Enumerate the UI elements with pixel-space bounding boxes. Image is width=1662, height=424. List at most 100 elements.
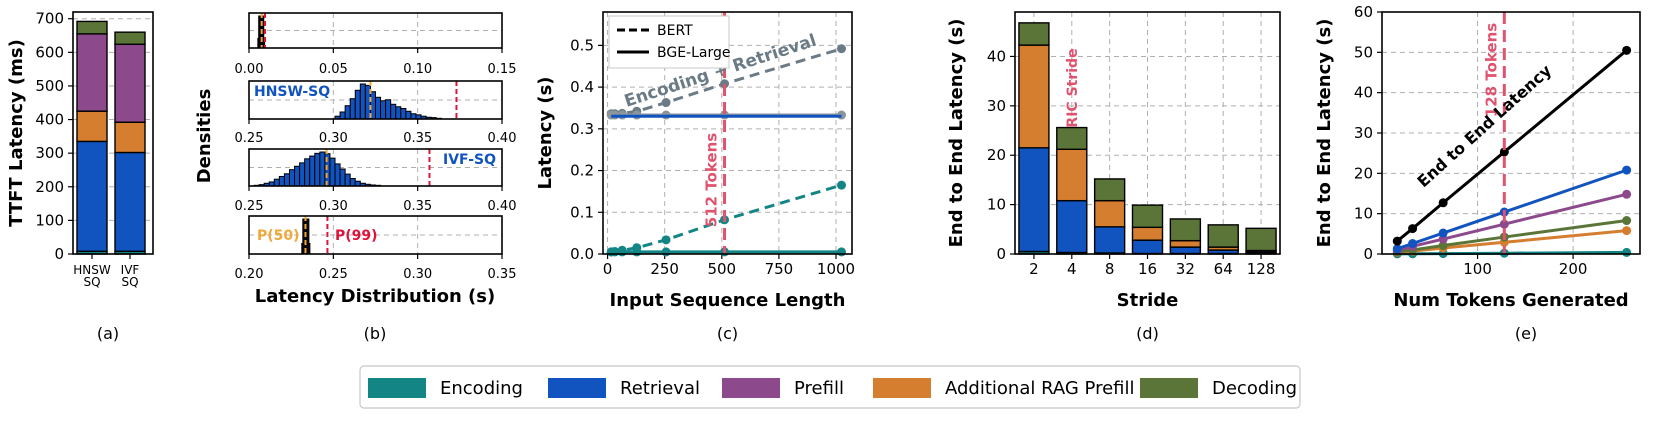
caption-d: (d) xyxy=(1136,324,1159,343)
tick-label-y: 0 xyxy=(54,245,64,263)
bar-stride-32-retrieval xyxy=(1169,246,1202,255)
bar-hnsw-sq-decoding xyxy=(76,20,108,35)
legend-label-bge-large: BGE-Large xyxy=(657,45,731,61)
tick-label-y: 0.3 xyxy=(570,120,594,138)
tick-label-y: 200 xyxy=(35,178,64,196)
tick-label-x: 0.25 xyxy=(319,267,348,282)
tick-label-y: 700 xyxy=(35,10,64,28)
legend-label-encoding: Encoding xyxy=(440,378,523,399)
tick-label-x: 0.00 xyxy=(235,62,264,77)
tick-label-x: 0.25 xyxy=(235,199,264,214)
hist-bar-3 xyxy=(278,175,285,187)
hist-bar-3 xyxy=(349,178,356,187)
legend-swatch-prefill xyxy=(722,378,780,398)
tick-label-y: 300 xyxy=(35,144,64,162)
hist-frame-2 xyxy=(248,80,503,120)
bar-stride-64-decoding xyxy=(1207,224,1239,248)
plot-frame-e xyxy=(1381,11,1641,255)
point-additional-rag-prefill xyxy=(1622,226,1632,236)
bar-stride-4-decoding xyxy=(1056,126,1088,150)
point-end-to-end xyxy=(1499,147,1509,157)
tick-label-y: 60 xyxy=(1354,3,1373,21)
tick-label-x: 4 xyxy=(1067,260,1077,278)
bar-ivf-sq-retrieval xyxy=(114,151,146,253)
caption-c: (c) xyxy=(717,324,738,343)
bar-stride-4-additional-rag-prefill xyxy=(1056,148,1088,202)
bar-hnsw-sq-additional-rag-prefill xyxy=(76,110,108,143)
tick-label-x: 0.35 xyxy=(488,267,517,282)
x-axis-label-d: Stride xyxy=(1117,290,1179,311)
tick-label-x: 0.10 xyxy=(403,62,432,77)
legend-swatch-encoding xyxy=(368,378,426,398)
tick-label-x: 16 xyxy=(1138,260,1157,278)
hist-bar-3 xyxy=(294,165,301,187)
y-axis-label-a: TTFT Latency (ms) xyxy=(6,39,27,227)
tick-label-y: 0.1 xyxy=(570,203,594,221)
legend-label-additional-rag-prefill: Additional RAG Prefill xyxy=(945,378,1134,399)
bar-stride-2-decoding xyxy=(1018,22,1050,46)
vline-label-512: 512 Tokens xyxy=(703,133,721,228)
y-axis-label-b: Densities xyxy=(194,89,215,184)
point-bert-encoding-retrieval xyxy=(661,98,671,108)
vline-label-128: 128 Tokens xyxy=(1482,23,1500,118)
hist-bar-3 xyxy=(309,155,316,187)
tick-label-x: 0.30 xyxy=(319,199,348,214)
plot-frame-d xyxy=(1014,11,1281,255)
tick-label-y: 40 xyxy=(987,47,1006,65)
bar-stride-8-retrieval xyxy=(1093,226,1126,254)
panel-b: 0.00 0.05 0.10 0.15 0.25 0.30 0.35 0.40 HNSW-SQ 0… xyxy=(194,12,517,343)
tick-label-y: 50 xyxy=(1354,43,1373,61)
hist-bar-3 xyxy=(304,158,311,187)
tick-label-x: 500 xyxy=(707,260,736,278)
hist-bar-2 xyxy=(385,99,392,120)
tick-label-y: 500 xyxy=(35,77,64,95)
series-end-to-end xyxy=(1396,49,1628,243)
tick-label-x: 0.30 xyxy=(403,267,432,282)
hist-bar-3 xyxy=(344,173,351,187)
legend-label-prefill: Prefill xyxy=(794,378,844,399)
point-decoding xyxy=(1622,216,1632,226)
bar-stride-16-decoding xyxy=(1131,204,1164,229)
bar-hnsw-sq-prefill xyxy=(76,33,108,112)
tick-label-x: 0.35 xyxy=(403,131,432,146)
tick-label-x: 1000 xyxy=(817,260,855,278)
point-retrieval xyxy=(1438,228,1448,238)
hist-bar-3 xyxy=(314,152,321,187)
hist-frame-1 xyxy=(248,12,503,49)
bar-ivf-sq-additional-rag-prefill xyxy=(114,121,146,154)
tick-label-x: 0 xyxy=(603,260,613,278)
category-label: SQ xyxy=(83,275,100,289)
tick-label-x: 0.25 xyxy=(235,131,264,146)
hist-bar-2 xyxy=(359,83,366,120)
point-bge-large-encoding xyxy=(836,247,846,257)
tick-label-y: 400 xyxy=(35,111,64,129)
plot-frame-a xyxy=(72,11,154,255)
bar-ivf-sq-decoding xyxy=(114,31,146,45)
caption-b: (b) xyxy=(364,324,387,343)
point-end-to-end xyxy=(1392,236,1402,246)
category-label: HNSW xyxy=(73,263,111,277)
point-encoding xyxy=(1622,247,1632,257)
bar-stride-4-retrieval xyxy=(1056,199,1088,254)
point-prefill xyxy=(1622,189,1632,199)
hist-bar-2 xyxy=(349,98,356,120)
bar-stride-32-decoding xyxy=(1169,218,1202,242)
y-axis-label-c: Latency (s) xyxy=(535,76,556,189)
y-axis-label-d: End to End Latency (s) xyxy=(946,19,967,248)
tick-label-x: 0.30 xyxy=(319,131,348,146)
tick-label-y: 0.5 xyxy=(570,36,594,54)
point-end-to-end xyxy=(1438,198,1448,208)
tick-label-x: 0.40 xyxy=(488,199,517,214)
tick-label-y: 0.4 xyxy=(570,78,594,96)
tick-label-x: 0.35 xyxy=(403,199,432,214)
shared-legend: Encoding Retrieval Prefill Additional RA… xyxy=(359,365,1301,409)
tick-label-y: 0 xyxy=(996,245,1006,263)
hist-bar-3 xyxy=(329,157,336,187)
hist-bar-2 xyxy=(354,89,361,120)
tick-label-x: 8 xyxy=(1105,260,1115,278)
plot-frame-c xyxy=(602,11,853,255)
bar-stride-16-retrieval xyxy=(1131,239,1164,255)
point-end-to-end xyxy=(1408,224,1418,234)
point-decoding xyxy=(1438,241,1448,251)
